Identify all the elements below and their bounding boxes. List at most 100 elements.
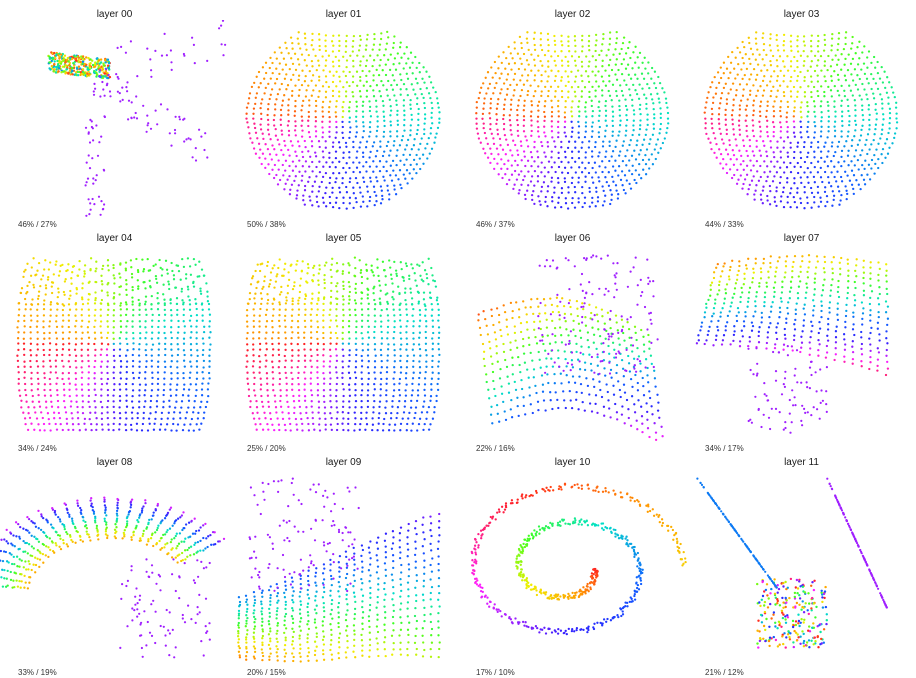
point: [119, 372, 121, 374]
point: [811, 192, 813, 194]
point: [405, 262, 407, 264]
point: [343, 388, 345, 390]
point: [746, 83, 748, 85]
point: [122, 99, 124, 101]
point: [517, 130, 519, 132]
point: [157, 361, 159, 363]
point: [189, 423, 191, 425]
point: [397, 124, 399, 126]
point: [342, 177, 344, 179]
point: [246, 355, 248, 357]
point: [720, 153, 722, 155]
point: [435, 395, 437, 397]
point: [51, 285, 53, 287]
point: [24, 371, 26, 373]
point: [69, 331, 71, 333]
point: [290, 372, 292, 374]
point: [386, 371, 388, 373]
point: [288, 165, 290, 167]
point: [307, 263, 309, 265]
point: [537, 180, 539, 182]
point: [176, 366, 178, 368]
point: [325, 147, 327, 149]
point: [308, 111, 310, 113]
point: [310, 342, 312, 344]
point: [564, 177, 566, 179]
point: [389, 114, 391, 116]
point: [512, 94, 514, 96]
point: [173, 274, 175, 276]
point: [523, 53, 525, 55]
point: [119, 92, 121, 94]
point: [335, 56, 337, 58]
point: [290, 265, 292, 267]
point: [79, 61, 81, 63]
point: [539, 60, 541, 62]
point: [101, 290, 103, 292]
point: [85, 56, 87, 58]
point: [521, 159, 523, 161]
point: [206, 60, 208, 62]
point: [342, 332, 344, 334]
point: [62, 343, 64, 345]
point: [328, 106, 330, 108]
point: [877, 158, 879, 160]
point: [88, 377, 90, 379]
point: [379, 146, 381, 148]
point: [858, 57, 860, 59]
point: [325, 81, 327, 83]
point: [125, 261, 127, 263]
point: [128, 100, 130, 102]
point: [530, 298, 532, 300]
point: [384, 406, 386, 408]
point: [872, 92, 874, 94]
point: [156, 123, 158, 125]
point: [581, 171, 583, 173]
point: [81, 320, 83, 322]
point: [81, 377, 83, 379]
point: [30, 366, 32, 368]
point: [397, 406, 399, 408]
point: [65, 68, 67, 70]
point: [319, 146, 321, 148]
point: [800, 176, 802, 178]
point: [374, 388, 376, 390]
point: [424, 423, 426, 425]
point: [304, 320, 306, 322]
point: [646, 148, 648, 150]
point: [172, 423, 174, 425]
point: [144, 389, 146, 391]
point: [341, 121, 343, 123]
point: [810, 81, 812, 83]
point: [276, 273, 278, 275]
point: [655, 158, 657, 160]
point: [391, 400, 393, 402]
point: [766, 105, 768, 107]
point: [645, 134, 647, 136]
point: [495, 82, 497, 84]
point: [626, 119, 628, 121]
point: [311, 161, 313, 163]
point: [813, 136, 815, 138]
point: [625, 68, 627, 70]
point: [429, 423, 431, 425]
point: [346, 35, 348, 37]
point: [297, 366, 299, 368]
point: [617, 193, 619, 195]
point: [87, 354, 89, 356]
point: [605, 54, 607, 56]
point: [534, 32, 536, 34]
point: [304, 33, 306, 35]
point: [533, 184, 535, 186]
point: [325, 59, 327, 61]
point: [318, 76, 320, 78]
point: [120, 302, 122, 304]
point: [292, 74, 294, 76]
point: [329, 166, 331, 168]
point: [376, 130, 378, 132]
point: [355, 400, 357, 402]
point: [369, 106, 371, 108]
point: [106, 291, 108, 293]
point: [287, 271, 289, 273]
